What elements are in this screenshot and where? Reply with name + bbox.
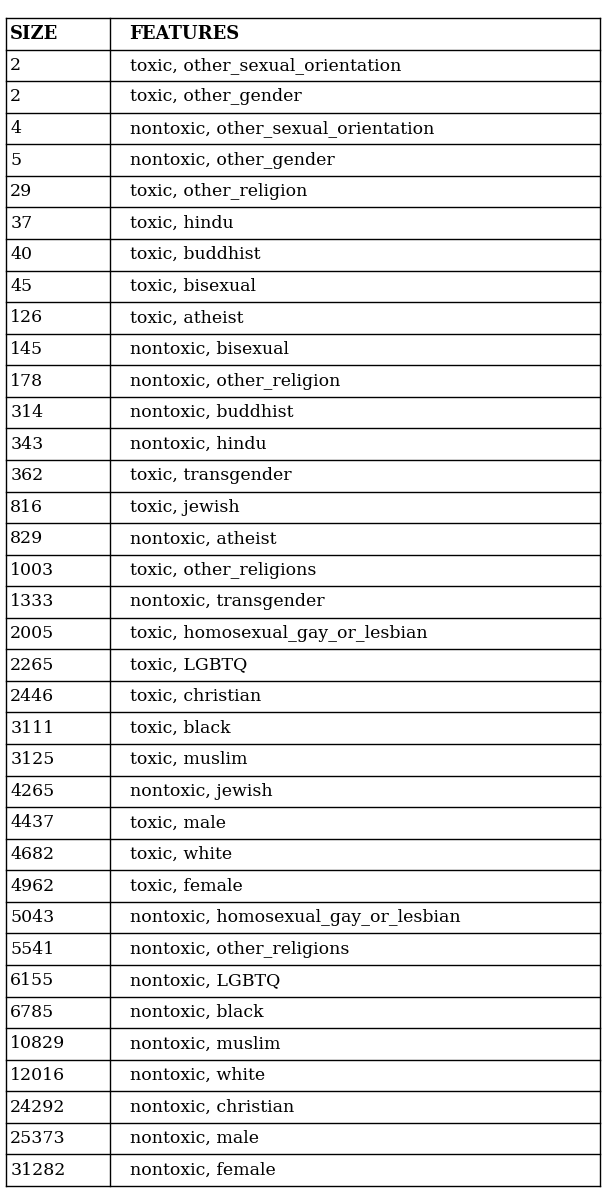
Text: FEATURES: FEATURES <box>130 25 240 43</box>
Text: nontoxic, other_religions: nontoxic, other_religions <box>130 940 349 957</box>
Text: 45: 45 <box>10 278 32 295</box>
Text: 31282: 31282 <box>10 1162 65 1179</box>
Text: 12016: 12016 <box>10 1067 65 1084</box>
Text: 10829: 10829 <box>10 1035 65 1052</box>
Text: nontoxic, LGBTQ: nontoxic, LGBTQ <box>130 973 280 990</box>
Text: 2446: 2446 <box>10 689 55 706</box>
Text: 5043: 5043 <box>10 909 55 926</box>
Text: 1333: 1333 <box>10 594 55 610</box>
Text: toxic, other_religions: toxic, other_religions <box>130 562 316 579</box>
Text: 24292: 24292 <box>10 1098 65 1116</box>
Text: nontoxic, other_religion: nontoxic, other_religion <box>130 372 340 390</box>
Text: 3111: 3111 <box>10 720 55 737</box>
Text: nontoxic, jewish: nontoxic, jewish <box>130 783 272 799</box>
Text: 40: 40 <box>10 247 32 264</box>
Text: nontoxic, female: nontoxic, female <box>130 1162 275 1179</box>
Text: toxic, jewish: toxic, jewish <box>130 498 239 515</box>
Text: 4437: 4437 <box>10 814 55 832</box>
Text: toxic, black: toxic, black <box>130 720 230 737</box>
Text: toxic, other_gender: toxic, other_gender <box>130 88 301 106</box>
Text: nontoxic, male: nontoxic, male <box>130 1131 259 1147</box>
Text: nontoxic, other_sexual_orientation: nontoxic, other_sexual_orientation <box>130 120 434 137</box>
Text: 816: 816 <box>10 498 43 515</box>
Text: 829: 829 <box>10 531 44 548</box>
Text: 2: 2 <box>10 88 21 106</box>
Text: 4265: 4265 <box>10 783 55 799</box>
Text: 3125: 3125 <box>10 751 55 768</box>
Text: nontoxic, bisexual: nontoxic, bisexual <box>130 341 288 358</box>
Text: toxic, female: toxic, female <box>130 878 242 895</box>
Text: 4682: 4682 <box>10 846 55 863</box>
Text: toxic, hindu: toxic, hindu <box>130 214 233 231</box>
Text: 6155: 6155 <box>10 973 55 990</box>
Text: nontoxic, other_gender: nontoxic, other_gender <box>130 152 335 169</box>
Text: 4: 4 <box>10 120 21 137</box>
Text: nontoxic, hindu: nontoxic, hindu <box>130 436 266 453</box>
Text: SIZE: SIZE <box>10 25 58 43</box>
Text: nontoxic, buddhist: nontoxic, buddhist <box>130 405 293 421</box>
Text: toxic, LGBTQ: toxic, LGBTQ <box>130 656 247 673</box>
Text: toxic, homosexual_gay_or_lesbian: toxic, homosexual_gay_or_lesbian <box>130 625 427 642</box>
Text: 1003: 1003 <box>10 562 55 579</box>
Text: nontoxic, atheist: nontoxic, atheist <box>130 531 276 548</box>
Text: 37: 37 <box>10 214 33 231</box>
Text: 29: 29 <box>10 183 33 200</box>
Text: nontoxic, homosexual_gay_or_lesbian: nontoxic, homosexual_gay_or_lesbian <box>130 909 460 926</box>
Text: 2005: 2005 <box>10 625 55 642</box>
Text: 4962: 4962 <box>10 878 55 895</box>
Text: 6785: 6785 <box>10 1004 55 1021</box>
Text: 25373: 25373 <box>10 1131 66 1147</box>
Text: toxic, male: toxic, male <box>130 814 225 832</box>
Text: nontoxic, white: nontoxic, white <box>130 1067 265 1084</box>
Text: 145: 145 <box>10 341 44 358</box>
Text: 126: 126 <box>10 309 44 326</box>
Text: 2: 2 <box>10 57 21 73</box>
Text: 314: 314 <box>10 405 44 421</box>
Text: nontoxic, christian: nontoxic, christian <box>130 1098 294 1116</box>
Text: nontoxic, black: nontoxic, black <box>130 1004 263 1021</box>
Text: toxic, christian: toxic, christian <box>130 689 261 706</box>
Text: nontoxic, transgender: nontoxic, transgender <box>130 594 324 610</box>
Text: 362: 362 <box>10 467 44 484</box>
Text: toxic, white: toxic, white <box>130 846 231 863</box>
Text: 5: 5 <box>10 152 21 169</box>
Text: 2265: 2265 <box>10 656 55 673</box>
Text: nontoxic, muslim: nontoxic, muslim <box>130 1035 280 1052</box>
Text: toxic, bisexual: toxic, bisexual <box>130 278 256 295</box>
Text: 5541: 5541 <box>10 940 55 957</box>
Text: toxic, buddhist: toxic, buddhist <box>130 247 260 264</box>
Text: toxic, transgender: toxic, transgender <box>130 467 291 484</box>
Text: 343: 343 <box>10 436 44 453</box>
Text: 178: 178 <box>10 372 44 390</box>
Text: toxic, muslim: toxic, muslim <box>130 751 247 768</box>
Text: toxic, other_religion: toxic, other_religion <box>130 183 307 200</box>
Text: toxic, atheist: toxic, atheist <box>130 309 243 326</box>
Text: toxic, other_sexual_orientation: toxic, other_sexual_orientation <box>130 57 401 73</box>
